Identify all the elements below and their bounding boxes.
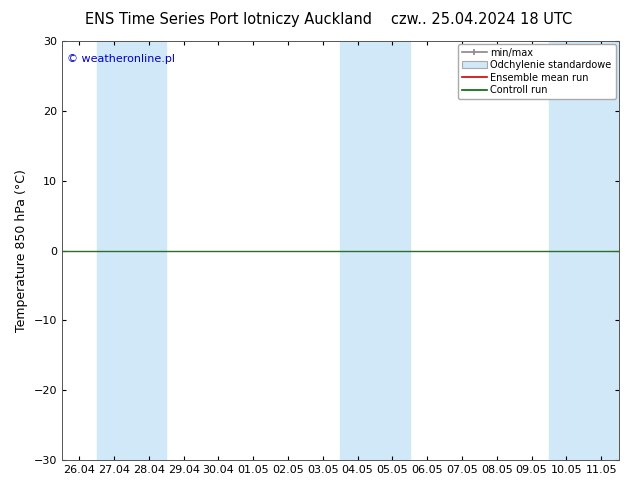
Y-axis label: Temperature 850 hPa (°C): Temperature 850 hPa (°C) [15, 169, 28, 332]
Bar [549, 41, 619, 460]
Legend: min/max, Odchylenie standardowe, Ensemble mean run, Controll run: min/max, Odchylenie standardowe, Ensembl… [458, 44, 616, 99]
Text: ENS Time Series Port lotniczy Auckland: ENS Time Series Port lotniczy Auckland [85, 12, 372, 27]
Text: czw.. 25.04.2024 18 UTC: czw.. 25.04.2024 18 UTC [391, 12, 573, 27]
Bar [97, 41, 166, 460]
Text: © weatheronline.pl: © weatheronline.pl [67, 53, 176, 64]
Bar [340, 41, 410, 460]
